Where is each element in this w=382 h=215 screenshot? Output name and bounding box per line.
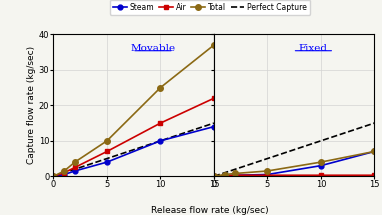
Text: Release flow rate (kg/sec): Release flow rate (kg/sec) xyxy=(151,206,269,215)
Y-axis label: Capture flow rate (kg/sec): Capture flow rate (kg/sec) xyxy=(27,46,36,164)
Legend: Steam, Air, Total, Perfect Capture: Steam, Air, Total, Perfect Capture xyxy=(110,0,310,15)
Text: Movable: Movable xyxy=(130,44,175,53)
Text: Fixed: Fixed xyxy=(299,44,328,53)
